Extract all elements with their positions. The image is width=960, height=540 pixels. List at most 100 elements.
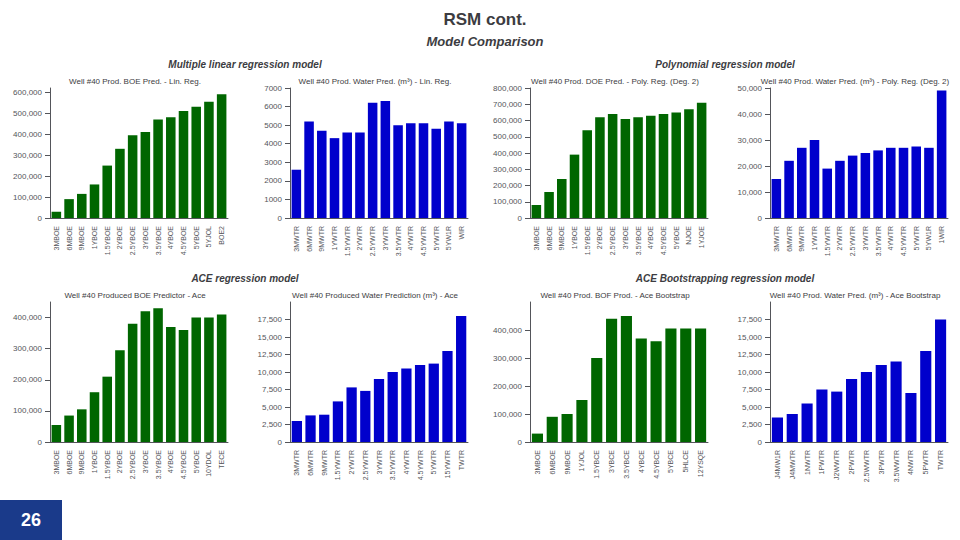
svg-text:0: 0 <box>518 214 523 223</box>
svg-text:15,000: 15,000 <box>258 333 283 342</box>
svg-text:1.5YWTR: 1.5YWTR <box>824 226 831 256</box>
svg-text:5YW1R: 5YW1R <box>925 226 932 250</box>
svg-text:7,500: 7,500 <box>742 385 763 394</box>
svg-text:50,000: 50,000 <box>738 84 763 93</box>
svg-text:4.5YWTR: 4.5YWTR <box>900 226 907 256</box>
svg-text:3MBOE: 3MBOE <box>534 450 541 475</box>
svg-text:100,000: 100,000 <box>13 406 42 415</box>
svg-text:12,500: 12,500 <box>258 350 283 359</box>
svg-text:9MBOE: 9MBOE <box>564 450 571 475</box>
svg-text:6MWTR: 6MWTR <box>307 450 314 476</box>
svg-text:0: 0 <box>518 438 523 447</box>
svg-text:3MBOE: 3MBOE <box>53 226 60 251</box>
svg-text:5000: 5000 <box>264 121 282 130</box>
svg-text:9MBOE: 9MBOE <box>78 226 85 251</box>
svg-text:300,000: 300,000 <box>13 151 42 160</box>
svg-text:Well #40 Prod. BOF Prod. - Ace: Well #40 Prod. BOF Prod. - Ace Bootstrap <box>540 291 690 300</box>
svg-text:3MWTR: 3MWTR <box>293 450 300 476</box>
svg-text:4000: 4000 <box>264 139 282 148</box>
svg-text:5YJOL: 5YJOL <box>205 226 212 248</box>
svg-text:2YWTR: 2YWTR <box>836 226 843 251</box>
svg-text:4.5YBCE: 4.5YBCE <box>653 450 660 479</box>
svg-text:1PWTR: 1PWTR <box>818 450 825 475</box>
svg-text:4YWTR: 4YWTR <box>407 226 414 251</box>
svg-text:4YBOE: 4YBOE <box>167 450 174 474</box>
svg-text:5YW1R: 5YW1R <box>445 226 452 250</box>
svg-text:3MWTR: 3MWTR <box>773 226 780 252</box>
svg-text:700,000: 700,000 <box>493 100 522 109</box>
svg-text:5YWTR: 5YWTR <box>433 226 440 251</box>
svg-text:5YBCE: 5YBCE <box>667 450 674 473</box>
svg-text:500,000: 500,000 <box>13 109 42 118</box>
svg-text:2.5YBOE: 2.5YBOE <box>129 450 136 480</box>
svg-text:6MBOE: 6MBOE <box>66 226 73 251</box>
svg-text:2,500: 2,500 <box>262 420 283 429</box>
svg-text:5HLCE: 5HLCE <box>682 450 689 473</box>
svg-text:200,000: 200,000 <box>13 375 42 384</box>
svg-text:200,000: 200,000 <box>13 172 42 181</box>
svg-text:Multiple linear regression mod: Multiple linear regression model <box>168 59 322 70</box>
svg-text:0: 0 <box>38 438 43 447</box>
svg-text:7,500: 7,500 <box>262 385 283 394</box>
svg-text:2YBOE: 2YBOE <box>116 450 123 474</box>
svg-text:5PWTR: 5PWTR <box>922 450 929 475</box>
svg-text:1.5YWTR: 1.5YWTR <box>334 450 341 480</box>
svg-text:2YWTR: 2YWTR <box>348 450 355 475</box>
svg-text:J4MW1R: J4MW1R <box>774 450 781 479</box>
svg-text:ACE regression model: ACE regression model <box>190 273 298 284</box>
svg-text:Model Comparison: Model Comparison <box>426 34 543 49</box>
svg-text:1WIR: 1WIR <box>938 226 945 244</box>
svg-text:3YBCE: 3YBCE <box>608 450 615 473</box>
svg-text:2PWTR: 2PWTR <box>848 450 855 475</box>
svg-text:3YBOE: 3YBOE <box>622 226 629 250</box>
svg-text:3.5YBOE: 3.5YBOE <box>155 450 162 480</box>
svg-text:3.5YWTR: 3.5YWTR <box>875 226 882 256</box>
svg-text:1YBOE: 1YBOE <box>91 226 98 250</box>
svg-text:6MWTR: 6MWTR <box>786 226 793 252</box>
svg-text:800,000: 800,000 <box>493 84 522 93</box>
svg-text:6MWTR: 6MWTR <box>306 226 313 252</box>
svg-text:9MWTR: 9MWTR <box>321 450 328 476</box>
svg-text:3.5YWTR: 3.5YWTR <box>395 226 402 256</box>
svg-text:600,000: 600,000 <box>493 116 522 125</box>
svg-text:40,000: 40,000 <box>738 110 763 119</box>
svg-text:Well #40 Prod. Water Pred. (m³: Well #40 Prod. Water Pred. (m³) - Poly. … <box>761 77 950 86</box>
svg-text:1YWTR: 1YWTR <box>811 226 818 251</box>
svg-text:4YWTR: 4YWTR <box>403 450 410 475</box>
svg-text:2.5YWTR: 2.5YWTR <box>362 450 369 480</box>
svg-text:7000: 7000 <box>264 84 282 93</box>
svg-text:6MBOE: 6MBOE <box>549 450 556 475</box>
svg-text:Well #40 Prod. Water Pred. (m³: Well #40 Prod. Water Pred. (m³) - Ace Bo… <box>770 291 941 300</box>
svg-text:10,000: 10,000 <box>258 368 283 377</box>
svg-text:3.5YBCE: 3.5YBCE <box>623 450 630 479</box>
svg-text:4.5YBOE: 4.5YBOE <box>180 226 187 256</box>
svg-text:TWTR: TWTR <box>458 450 465 470</box>
svg-text:300,000: 300,000 <box>13 344 42 353</box>
svg-text:6MBOE: 6MBOE <box>66 450 73 475</box>
svg-text:3.5YWTR: 3.5YWTR <box>389 450 396 480</box>
svg-text:3MWTR: 3MWTR <box>293 226 300 252</box>
svg-text:5,000: 5,000 <box>262 403 283 412</box>
svg-text:9MBOE: 9MBOE <box>78 450 85 475</box>
svg-text:4YWTR: 4YWTR <box>887 226 894 251</box>
svg-text:5YBOE: 5YBOE <box>193 450 200 474</box>
svg-text:12YSQE: 12YSQE <box>697 450 705 478</box>
svg-text:1.5YBOE: 1.5YBOE <box>104 226 111 256</box>
svg-text:1YBOE: 1YBOE <box>571 226 578 250</box>
svg-text:Polynomial regression model: Polynomial regression model <box>655 59 795 70</box>
svg-text:26: 26 <box>21 510 41 530</box>
svg-text:400,000: 400,000 <box>13 130 42 139</box>
svg-text:9MBOE: 9MBOE <box>558 226 565 251</box>
svg-text:400,000: 400,000 <box>13 313 42 322</box>
svg-text:1.5YBOE: 1.5YBOE <box>584 226 591 256</box>
svg-text:20,000: 20,000 <box>738 162 763 171</box>
svg-text:6MBOE: 6MBOE <box>546 226 553 251</box>
svg-text:3YBOE: 3YBOE <box>142 226 149 250</box>
svg-text:0: 0 <box>38 214 43 223</box>
svg-text:Well #40 Produced Water Predic: Well #40 Produced Water Prediction (m³) … <box>292 291 458 300</box>
svg-text:4.5YWTR: 4.5YWTR <box>420 226 427 256</box>
svg-text:4YBOE: 4YBOE <box>167 226 174 250</box>
svg-text:17,500: 17,500 <box>258 315 283 324</box>
svg-text:ACE Bootstrapping regression m: ACE Bootstrapping regression model <box>635 273 815 284</box>
svg-text:0: 0 <box>278 214 283 223</box>
